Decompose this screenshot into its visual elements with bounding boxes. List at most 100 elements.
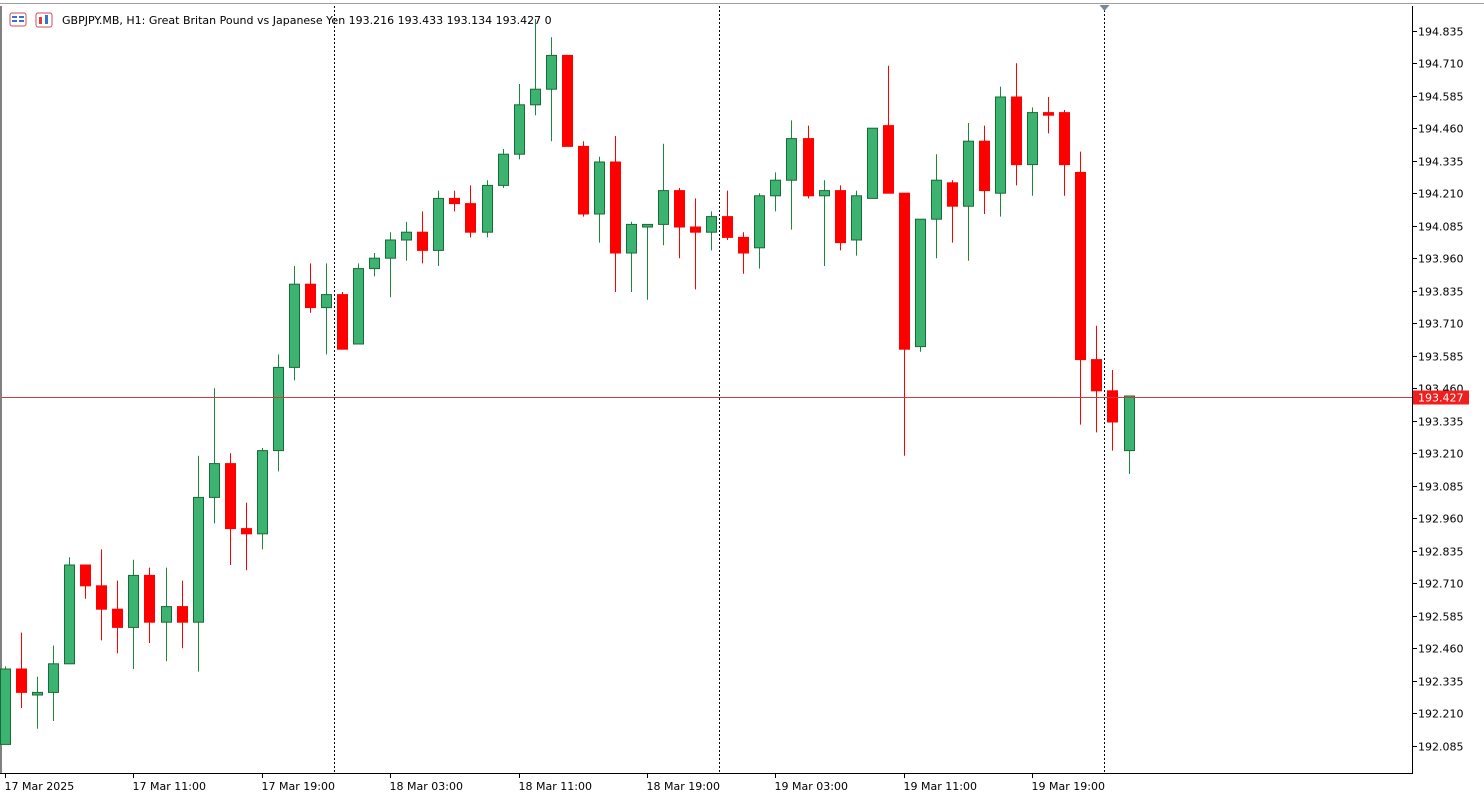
candle	[144, 567, 155, 643]
candle	[385, 232, 396, 298]
window-list-icon[interactable]	[9, 12, 27, 27]
candle-body-bull	[321, 294, 332, 309]
candle	[128, 559, 139, 669]
time-tick-label: 17 Mar 19:00	[262, 780, 335, 793]
candle-body-bull	[353, 268, 364, 345]
candle-body-bear	[578, 145, 589, 215]
current-price-tag	[1413, 390, 1469, 405]
candle-body-bull	[931, 179, 942, 220]
candle	[16, 632, 27, 708]
candle-body-bull	[385, 239, 396, 259]
candle	[64, 557, 75, 665]
candle	[722, 190, 733, 240]
time-axis[interactable]: 17 Mar 2025 17 Mar 11:00 17 Mar 19:00 18 Ma…	[5, 773, 1105, 793]
candle-body-bull	[786, 138, 797, 181]
candle-body-bull	[257, 450, 268, 535]
candle	[241, 502, 252, 571]
candle-body-bear	[144, 574, 155, 623]
price-tick-label: 194.710	[1418, 58, 1464, 71]
time-tick-label: 18 Mar 03:00	[390, 780, 463, 793]
candle	[578, 141, 589, 217]
candle-body-bull	[433, 197, 444, 251]
price-tick-label: 193.960	[1418, 253, 1464, 266]
candle-body-bear	[16, 668, 27, 693]
candle-body-bull	[642, 223, 653, 228]
candle	[0, 666, 11, 745]
candle-body-bull	[770, 179, 781, 197]
candle	[1027, 107, 1038, 196]
candle-body-bear	[225, 463, 236, 530]
candle	[417, 211, 428, 264]
candle-body-bear	[112, 608, 123, 628]
price-tick-label: 194.085	[1418, 221, 1464, 234]
candle-body-bear	[96, 585, 107, 610]
price-tick-label: 192.085	[1418, 741, 1464, 754]
candle	[851, 190, 862, 256]
price-axis[interactable]: 192.085 192.210 192.335 192.460 192.585 192.7…	[1412, 26, 1464, 754]
candle	[401, 221, 412, 261]
candle	[530, 19, 541, 116]
candle	[786, 120, 797, 230]
candle	[706, 211, 717, 251]
time-tick-label: 19 Mar 03:00	[775, 780, 848, 793]
candle-body-bull	[289, 283, 300, 368]
candle-body-bear	[1059, 112, 1070, 166]
candle	[594, 156, 605, 243]
candle	[80, 564, 91, 599]
current-price-line: 193.427	[2, 390, 1469, 405]
price-tick-label: 193.335	[1418, 416, 1464, 429]
chart-header: GBPJPY.MB, H1: Great Britan Pound vs Jap…	[9, 12, 552, 28]
candle-body-bear	[1011, 96, 1022, 166]
candle-body-bull	[482, 184, 493, 233]
candle-body-bear	[738, 236, 749, 254]
price-tick-label: 192.335	[1418, 676, 1464, 689]
symbol-description: GBPJPY.MB, H1: Great Britan Pound vs Jap…	[62, 14, 552, 27]
candle-body-bull	[401, 231, 412, 241]
candle	[883, 65, 894, 194]
candle-body-bull	[209, 463, 220, 498]
candle-body-bull	[273, 366, 284, 452]
candle	[32, 676, 43, 729]
candle	[177, 580, 188, 649]
candle	[803, 125, 814, 199]
candle	[963, 123, 974, 261]
price-tick-label: 193.585	[1418, 351, 1464, 364]
candle	[193, 455, 204, 672]
candle	[915, 218, 926, 352]
candle-body-bear	[305, 283, 316, 309]
candle-body-bear	[562, 54, 573, 147]
chart-frame	[0, 3, 1484, 774]
candle-body-bear	[449, 197, 460, 205]
candle-body-bull	[32, 691, 43, 696]
candle-body-bull	[626, 223, 637, 254]
price-tick-label: 192.960	[1418, 513, 1464, 526]
time-tick-label: 18 Mar 19:00	[647, 780, 720, 793]
candle	[690, 198, 701, 290]
candle	[867, 127, 878, 199]
candle-body-bull	[915, 218, 926, 348]
candle	[514, 84, 525, 160]
price-tick-label: 192.710	[1418, 578, 1464, 591]
candle-body-bear	[80, 564, 91, 587]
price-tick-label: 193.710	[1418, 318, 1464, 331]
candle	[674, 188, 685, 259]
candle-body-bull	[1027, 112, 1038, 166]
candle-body-bear	[1075, 171, 1086, 361]
price-tick-label: 192.210	[1418, 708, 1464, 721]
candle-body-bear	[979, 140, 990, 192]
candle-body-bear	[803, 138, 814, 197]
candle	[449, 190, 460, 212]
candle-body-bull	[530, 88, 541, 106]
candle	[433, 190, 444, 266]
candle	[498, 149, 509, 188]
candle-body-bull	[48, 663, 59, 693]
chart-shift-marker[interactable]	[1099, 5, 1110, 11]
candle-body-bull	[514, 104, 525, 155]
candle	[209, 388, 220, 524]
chart-type-icon[interactable]	[35, 12, 53, 28]
candle-body-bull	[867, 127, 878, 199]
candle-body-bull	[594, 161, 605, 215]
candle	[225, 453, 236, 565]
